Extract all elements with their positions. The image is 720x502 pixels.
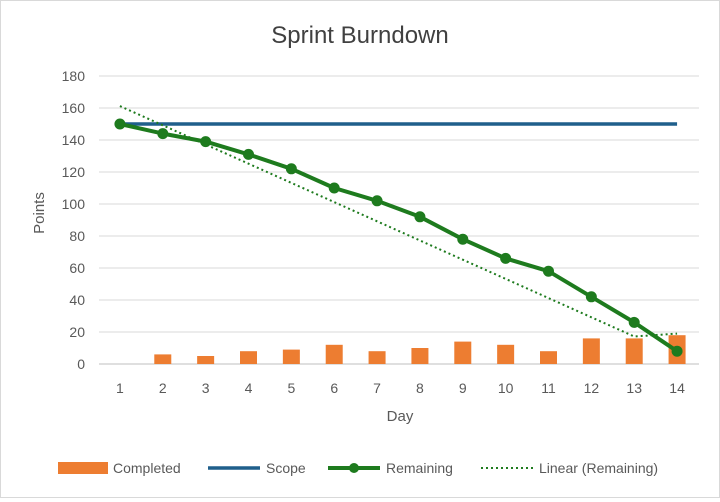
remaining-marker: [414, 211, 426, 223]
x-tick-label: 13: [626, 380, 642, 396]
x-tick-label: 8: [416, 380, 424, 396]
remaining-marker: [371, 195, 383, 207]
remaining-marker: [157, 128, 169, 140]
remaining-marker: [585, 291, 597, 303]
y-tick-label: 80: [69, 228, 85, 244]
y-tick-label: 20: [69, 324, 85, 340]
y-tick-label: 0: [77, 356, 85, 372]
remaining-marker: [200, 136, 212, 148]
x-tick-label: 11: [541, 380, 556, 396]
completed-bar: [368, 351, 386, 364]
y-tick-label: 40: [69, 292, 85, 308]
x-tick-label: 10: [498, 380, 514, 396]
remaining-line: [119, 122, 679, 353]
remaining-marker: [457, 233, 469, 245]
completed-bar: [625, 338, 643, 364]
x-axis-title: Day: [387, 408, 414, 425]
remaining-marker: [114, 118, 126, 130]
remaining-markers: [114, 118, 683, 357]
remaining-marker: [628, 316, 640, 328]
completed-bar: [497, 344, 515, 364]
legend-remaining-marker: [349, 463, 359, 473]
legend-label: Linear (Remaining): [539, 460, 658, 476]
remaining-marker: [543, 265, 554, 277]
completed-bar: [282, 349, 300, 364]
y-tick-label: 180: [62, 68, 86, 84]
x-axis-tick-labels: 1 2 3 4 5 6 7 8 9 10 11 12 13 14: [116, 380, 685, 396]
completed-bar: [240, 351, 257, 364]
x-tick-label: 6: [330, 380, 338, 396]
series-lines: [119, 105, 679, 353]
completed-bar: [411, 348, 429, 364]
gridlines: [99, 75, 699, 365]
x-tick-label: 14: [669, 380, 685, 396]
x-tick-label: 9: [459, 380, 467, 396]
legend-label: Scope: [266, 460, 306, 476]
x-tick-label: 1: [116, 380, 124, 396]
completed-bar: [325, 344, 343, 364]
remaining-marker: [285, 163, 297, 175]
legend: Completed Scope Remaining Linear (Remaining…: [58, 460, 658, 476]
y-tick-label: 60: [69, 260, 85, 276]
y-axis-tick-labels: 0 20 40 60 80 100 120 140 160 180: [62, 68, 86, 372]
y-tick-label: 100: [62, 196, 86, 212]
completed-bar: [197, 356, 215, 364]
remaining-marker: [671, 345, 683, 357]
completed-bar: [154, 354, 172, 364]
legend-label: Remaining: [386, 460, 453, 476]
completed-bar: [540, 351, 557, 364]
remaining-marker: [328, 182, 340, 194]
legend-completed-swatch: [58, 462, 108, 474]
linear-remaining-trendline: [119, 105, 678, 338]
x-tick-label: 3: [202, 380, 210, 396]
x-tick-label: 7: [373, 380, 381, 396]
completed-bars: [154, 335, 686, 364]
y-tick-label: 160: [62, 100, 86, 116]
x-tick-label: 4: [245, 380, 253, 396]
x-tick-label: 2: [159, 380, 167, 396]
y-tick-label: 120: [62, 164, 86, 180]
completed-bar: [582, 338, 600, 364]
y-tick-label: 140: [62, 132, 86, 148]
y-axis-title: Points: [31, 192, 48, 234]
completed-bar: [454, 341, 472, 364]
x-tick-label: 5: [287, 380, 295, 396]
legend-label: Completed: [113, 460, 181, 476]
remaining-marker: [500, 252, 512, 264]
remaining-marker: [243, 148, 254, 160]
chart-title: Sprint Burndown: [271, 22, 448, 49]
x-tick-label: 12: [584, 380, 600, 396]
